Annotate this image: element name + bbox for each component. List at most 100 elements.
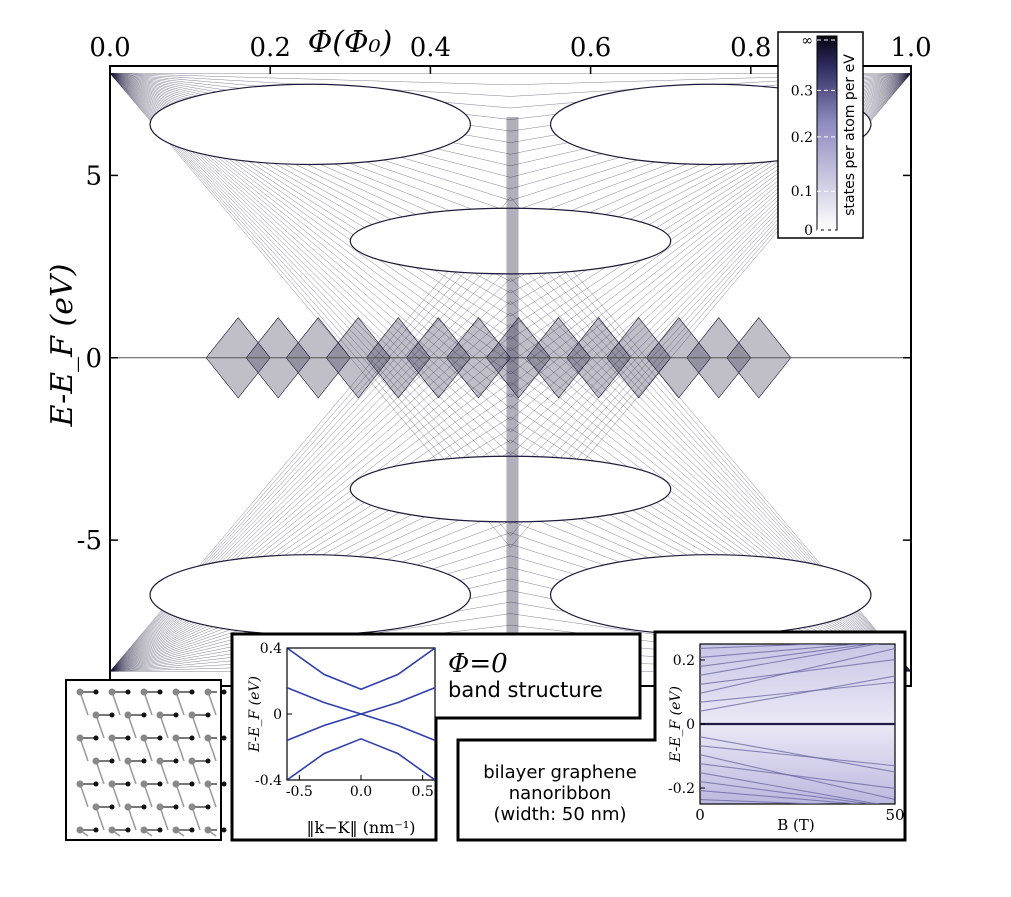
lattice-atom-a: [108, 734, 116, 742]
lattice-bond: [127, 714, 137, 739]
main-x-ticks: 0.0 0.2 0.4 0.6 0.8 1.0: [89, 33, 932, 686]
lattice-atom-a: [140, 734, 148, 742]
fan-line: [510, 370, 911, 672]
landau-level: [700, 781, 875, 804]
lattice-atom-a: [204, 734, 212, 742]
ribbon-y-axis-label: E-E_F (eV): [668, 686, 684, 763]
lattice-atom-a: [76, 826, 84, 834]
lattice-atom-a: [108, 826, 116, 834]
lattice-atom-b: [205, 712, 211, 718]
landau-level: [700, 754, 895, 801]
band-y-tick-label: -0.4: [255, 773, 282, 789]
colorbar-ticks: ∞ 0.3 0.2 0.1 0: [791, 33, 837, 239]
butterfly-spectrum: [110, 73, 911, 672]
landau-level: [700, 675, 895, 712]
band-structure-inset: -0.5 0.0 0.5 0.4 0 -0.4 E-E_F (eV) ‖k−K‖ (nm⁻…: [230, 632, 642, 842]
ribbon-x-tick-label: 50: [885, 806, 904, 824]
band-y-tick-label: 0.4: [260, 641, 282, 657]
lattice-atom-b: [141, 712, 147, 718]
landau-level: [700, 798, 828, 804]
lattice-atom-a: [76, 688, 84, 696]
landau-level: [700, 644, 864, 658]
ribbon-y-tick-label: 0: [686, 717, 695, 733]
lattice-bond: [95, 806, 105, 831]
lattice-bond: [191, 806, 201, 831]
fan-line: [110, 393, 511, 672]
fan-line: [110, 73, 511, 525]
spectral-gap: [149, 554, 472, 636]
lattice-atom-a: [188, 757, 196, 765]
fan-line: [510, 358, 911, 672]
fan-line: [510, 393, 911, 672]
main-x-tick-label: 0.6: [570, 33, 611, 63]
lattice-atom-a: [92, 803, 100, 811]
lattice-atom-b: [173, 804, 179, 810]
lattice-bond: [79, 783, 89, 808]
lattice-atom-b: [173, 712, 179, 718]
lattice-bond: [159, 760, 169, 785]
colorbar-tick-label: 0: [804, 223, 813, 239]
lattice-atom-b: [157, 735, 163, 741]
landau-level: [700, 658, 895, 685]
main-y-tick-label: -5: [77, 526, 102, 556]
landau-level: [700, 745, 895, 767]
ribbon-y-tick-label: 0.2: [673, 653, 695, 669]
colorbar-label: states per atom per eV: [842, 54, 858, 216]
lattice-bond: [207, 783, 217, 808]
landau-level: [700, 772, 881, 804]
main-x-tick-label: 0.2: [250, 33, 291, 63]
fan-line: [510, 405, 911, 672]
lattice-atom-a: [204, 780, 212, 788]
band-x-axis-label: ‖k−K‖ (nm⁻¹): [307, 818, 416, 837]
lattice-atom-b: [141, 804, 147, 810]
landau-level: [700, 644, 828, 650]
lattice-atom-a: [204, 826, 212, 834]
band-curves: [287, 648, 435, 780]
ribbon-x-axis-label: B (T): [777, 816, 815, 834]
main-x-tick-label: 0.4: [410, 33, 451, 63]
main-x-tick-label: 1.0: [890, 33, 931, 63]
lattice-atom-a: [92, 711, 100, 719]
lattice-bond: [175, 783, 185, 808]
lattice-atom-a: [188, 711, 196, 719]
lattice-atom-b: [189, 735, 195, 741]
fan-line: [110, 358, 511, 672]
lattice-atom-a: [172, 688, 180, 696]
spectral-gap: [149, 83, 472, 166]
lattice-atom-a: [76, 780, 84, 788]
band-y-tick-label: 0: [273, 707, 282, 723]
lattice-bond: [95, 760, 105, 785]
lattice-atom-b: [189, 781, 195, 787]
lattice-atom-b: [109, 712, 115, 718]
lattice-atom-b: [189, 689, 195, 695]
lattice-atom-a: [140, 780, 148, 788]
fan-line: [510, 382, 911, 672]
lattice-atom-a: [76, 734, 84, 742]
colorbar-tick-label: ∞: [801, 33, 813, 49]
main-x-tick-label: 0.8: [730, 33, 771, 63]
lattice-atom-b: [93, 689, 99, 695]
ribbon-caption-line1: bilayer graphene: [483, 762, 637, 783]
lattice-atom-b: [125, 689, 131, 695]
lattice-atom-a: [156, 803, 164, 811]
lattice-atom-a: [156, 711, 164, 719]
lattice-atom-b: [189, 827, 195, 833]
colorbar: ∞ 0.3 0.2 0.1 0 states per atom per eV: [777, 31, 864, 239]
lattice-atom-a: [92, 757, 100, 765]
colorbar-tick-label: 0.3: [791, 83, 813, 99]
lattice-atom-b: [205, 804, 211, 810]
lattice-bond: [143, 737, 153, 762]
band-curve: [287, 648, 435, 691]
honeycomb-lattice: [76, 688, 227, 837]
landau-level: [700, 736, 895, 773]
band-x-tick-label: -0.5: [286, 784, 313, 800]
lattice-atom-b: [221, 781, 227, 787]
lattice-bond: [159, 806, 169, 831]
band-annotation-text: band structure: [448, 678, 603, 702]
lattice-atom-b: [109, 758, 115, 764]
ribbon-spectrum: [700, 644, 895, 804]
lattice-atom-b: [157, 689, 163, 695]
lattice-bond: [175, 691, 185, 716]
landau-level: [700, 644, 875, 667]
